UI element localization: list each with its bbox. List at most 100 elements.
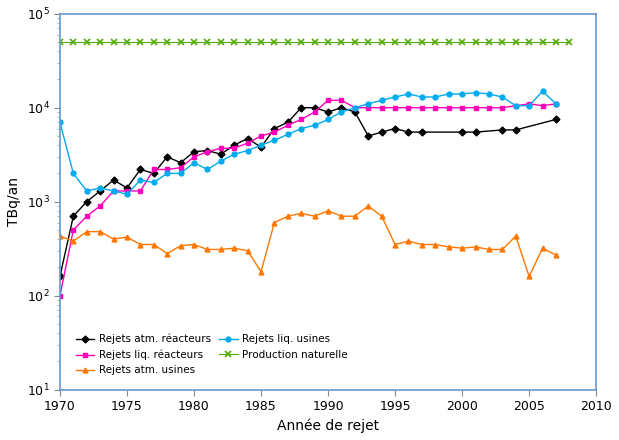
Rejets atm. usines bbox=[190, 242, 197, 247]
Rejets liq. réacteurs bbox=[271, 129, 278, 135]
Rejets atm. usines bbox=[499, 247, 506, 252]
Rejets liq. réacteurs bbox=[311, 110, 318, 115]
Rejets liq. usines bbox=[137, 177, 144, 183]
Rejets atm. réacteurs bbox=[324, 110, 332, 115]
X-axis label: Année de rejet: Année de rejet bbox=[277, 418, 379, 433]
Rejets liq. usines bbox=[459, 92, 466, 97]
Production naturelle bbox=[526, 40, 533, 45]
Rejets liq. usines bbox=[365, 101, 372, 106]
Rejets atm. réacteurs bbox=[405, 129, 412, 135]
Rejets liq. réacteurs bbox=[69, 227, 77, 233]
Rejets liq. réacteurs bbox=[217, 146, 225, 151]
Rejets atm. réacteurs bbox=[56, 274, 64, 279]
Rejets atm. usines bbox=[123, 235, 131, 240]
Rejets liq. réacteurs bbox=[97, 203, 104, 209]
Legend: Rejets atm. réacteurs, Rejets liq. réacteurs, Rejets atm. usines, Rejets liq. us: Rejets atm. réacteurs, Rejets liq. réact… bbox=[71, 329, 353, 381]
Rejets liq. usines bbox=[204, 167, 211, 172]
Production naturelle bbox=[365, 40, 372, 45]
Production naturelle bbox=[512, 40, 519, 45]
Production naturelle bbox=[405, 40, 412, 45]
Rejets atm. réacteurs bbox=[244, 136, 251, 141]
Rejets atm. usines bbox=[110, 236, 117, 242]
Rejets liq. réacteurs bbox=[83, 213, 90, 219]
Rejets atm. usines bbox=[244, 248, 251, 253]
Rejets atm. usines bbox=[324, 208, 332, 213]
Rejets atm. usines bbox=[338, 213, 345, 219]
Production naturelle bbox=[69, 40, 77, 45]
Rejets atm. usines bbox=[459, 246, 466, 251]
Rejets liq. réacteurs bbox=[298, 117, 305, 122]
Rejets liq. usines bbox=[56, 120, 64, 125]
Rejets atm. usines bbox=[137, 242, 144, 247]
Production naturelle bbox=[552, 40, 560, 45]
Rejets atm. réacteurs bbox=[190, 149, 197, 154]
Rejets liq. réacteurs bbox=[365, 105, 372, 110]
Rejets atm. réacteurs bbox=[204, 148, 211, 153]
Rejets liq. réacteurs bbox=[405, 105, 412, 110]
Rejets atm. réacteurs bbox=[472, 129, 479, 135]
Rejets liq. réacteurs bbox=[418, 105, 426, 110]
Rejets atm. réacteurs bbox=[150, 171, 157, 176]
Rejets liq. réacteurs bbox=[459, 105, 466, 110]
Production naturelle bbox=[177, 40, 184, 45]
Rejets atm. réacteurs bbox=[230, 143, 238, 148]
Rejets liq. usines bbox=[298, 126, 305, 131]
Rejets liq. réacteurs bbox=[190, 154, 197, 159]
Rejets liq. usines bbox=[258, 143, 265, 148]
Rejets atm. réacteurs bbox=[97, 188, 104, 194]
Rejets atm. usines bbox=[217, 247, 225, 252]
Rejets liq. usines bbox=[431, 94, 439, 99]
Rejets liq. usines bbox=[230, 151, 238, 157]
Rejets liq. réacteurs bbox=[485, 105, 493, 110]
Rejets liq. usines bbox=[311, 123, 318, 128]
Production naturelle bbox=[110, 40, 117, 45]
Rejets liq. usines bbox=[391, 94, 399, 99]
Rejets liq. réacteurs bbox=[338, 98, 345, 103]
Rejets atm. usines bbox=[378, 213, 386, 219]
Production naturelle bbox=[324, 40, 332, 45]
Line: Rejets liq. usines: Rejets liq. usines bbox=[58, 89, 558, 197]
Rejets liq. usines bbox=[338, 110, 345, 115]
Line: Production naturelle: Production naturelle bbox=[57, 39, 572, 45]
Y-axis label: TBq/an: TBq/an bbox=[7, 177, 21, 226]
Rejets liq. réacteurs bbox=[552, 101, 560, 106]
Production naturelle bbox=[56, 40, 64, 45]
Rejets atm. usines bbox=[431, 242, 439, 247]
Rejets liq. usines bbox=[123, 191, 131, 197]
Rejets liq. usines bbox=[110, 188, 117, 194]
Rejets atm. usines bbox=[526, 274, 533, 279]
Rejets liq. réacteurs bbox=[163, 167, 171, 172]
Production naturelle bbox=[271, 40, 278, 45]
Rejets liq. usines bbox=[177, 171, 184, 176]
Production naturelle bbox=[499, 40, 506, 45]
Rejets liq. usines bbox=[526, 103, 533, 108]
Rejets liq. usines bbox=[217, 158, 225, 164]
Rejets atm. usines bbox=[69, 238, 77, 244]
Production naturelle bbox=[123, 40, 131, 45]
Rejets liq. usines bbox=[405, 92, 412, 97]
Rejets liq. usines bbox=[378, 98, 386, 103]
Rejets liq. réacteurs bbox=[177, 165, 184, 170]
Production naturelle bbox=[163, 40, 171, 45]
Rejets liq. usines bbox=[190, 160, 197, 165]
Production naturelle bbox=[137, 40, 144, 45]
Rejets liq. usines bbox=[163, 171, 171, 176]
Rejets atm. réacteurs bbox=[552, 117, 560, 122]
Rejets atm. réacteurs bbox=[123, 185, 131, 191]
Rejets liq. réacteurs bbox=[391, 105, 399, 110]
Rejets liq. réacteurs bbox=[445, 105, 452, 110]
Production naturelle bbox=[391, 40, 399, 45]
Rejets liq. réacteurs bbox=[539, 103, 547, 108]
Rejets atm. réacteurs bbox=[378, 129, 386, 135]
Production naturelle bbox=[539, 40, 547, 45]
Rejets liq. réacteurs bbox=[150, 167, 157, 172]
Production naturelle bbox=[150, 40, 157, 45]
Rejets liq. réacteurs bbox=[499, 105, 506, 110]
Rejets atm. usines bbox=[552, 253, 560, 258]
Rejets atm. réacteurs bbox=[351, 110, 358, 115]
Production naturelle bbox=[97, 40, 104, 45]
Rejets liq. réacteurs bbox=[378, 105, 386, 110]
Rejets liq. usines bbox=[552, 101, 560, 106]
Rejets liq. usines bbox=[512, 103, 519, 108]
Rejets liq. usines bbox=[351, 105, 358, 110]
